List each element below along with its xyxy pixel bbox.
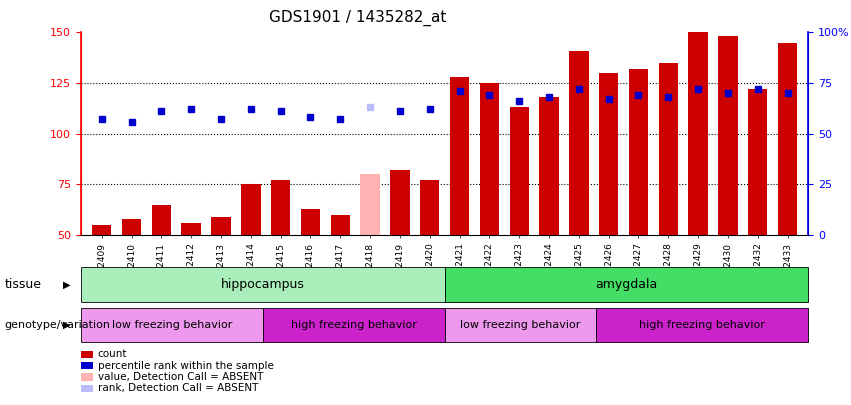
Text: high freezing behavior: high freezing behavior	[639, 320, 765, 330]
Bar	[450, 77, 469, 235]
Bar	[510, 107, 528, 235]
Bar	[599, 73, 619, 235]
Text: rank, Detection Call = ABSENT: rank, Detection Call = ABSENT	[98, 384, 258, 393]
Bar	[361, 174, 380, 235]
Text: hippocampus: hippocampus	[220, 278, 305, 291]
Text: ▶: ▶	[63, 320, 71, 330]
Bar	[540, 97, 559, 235]
Text: percentile rank within the sample: percentile rank within the sample	[98, 361, 274, 371]
Bar	[778, 43, 797, 235]
Text: low freezing behavior: low freezing behavior	[460, 320, 580, 330]
Bar	[688, 32, 708, 235]
Bar	[271, 180, 290, 235]
Bar	[659, 63, 678, 235]
Bar	[211, 217, 231, 235]
Bar	[151, 205, 171, 235]
Bar	[748, 89, 768, 235]
Text: tissue: tissue	[4, 278, 41, 291]
Text: count: count	[98, 350, 128, 359]
Text: value, Detection Call = ABSENT: value, Detection Call = ABSENT	[98, 372, 263, 382]
Bar	[420, 180, 439, 235]
Bar	[122, 219, 141, 235]
Bar	[629, 69, 648, 235]
Bar	[330, 215, 350, 235]
Bar	[391, 170, 409, 235]
Bar	[718, 36, 738, 235]
Text: low freezing behavior: low freezing behavior	[111, 320, 232, 330]
Text: amygdala: amygdala	[596, 278, 658, 291]
Text: ▶: ▶	[63, 279, 71, 290]
Bar	[569, 51, 589, 235]
Bar	[241, 184, 260, 235]
Bar	[300, 209, 320, 235]
Text: high freezing behavior: high freezing behavior	[291, 320, 417, 330]
Bar	[92, 225, 111, 235]
Text: GDS1901 / 1435282_at: GDS1901 / 1435282_at	[269, 10, 446, 26]
Bar	[181, 223, 201, 235]
Text: genotype/variation: genotype/variation	[4, 320, 111, 330]
Bar	[480, 83, 499, 235]
